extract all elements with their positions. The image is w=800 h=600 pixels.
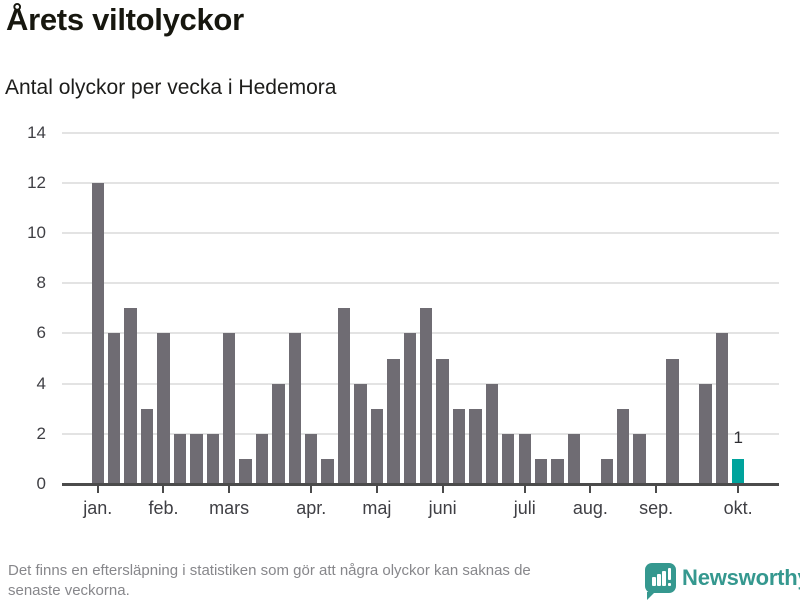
y-axis-tick-label: 4	[36, 373, 46, 393]
bar	[551, 458, 564, 484]
x-axis-tick-label: jan.	[83, 498, 113, 518]
gridline	[62, 181, 779, 184]
logo-bar-medium-icon	[657, 574, 661, 586]
footnote-line-1: Det finns en eftersläpning i statistiken…	[8, 562, 531, 579]
y-axis-tick-label: 12	[27, 172, 46, 192]
x-axis-tick	[441, 486, 444, 493]
logo-bar-tall-icon	[662, 571, 667, 586]
gridline	[62, 282, 779, 285]
bar	[173, 433, 187, 484]
footnote: Det finns en eftersläpning i statistiken…	[8, 561, 531, 600]
y-axis-tick-label: 8	[36, 273, 46, 293]
chart-subtitle: Antal olyckor per vecka i Hedemora	[5, 76, 337, 99]
bar	[157, 333, 170, 484]
x-axis-tick	[310, 486, 313, 493]
x-axis-tick-label: mars	[209, 498, 250, 518]
bar	[140, 408, 154, 484]
x-axis-tick	[737, 486, 740, 493]
y-axis-tick-label: 14	[27, 122, 46, 142]
bar	[124, 308, 137, 484]
bar	[337, 308, 351, 484]
bar	[387, 358, 400, 484]
x-axis-tick	[523, 486, 526, 493]
x-axis-tick-label: aug.	[572, 498, 608, 518]
bar	[502, 433, 515, 484]
y-axis-tick-label: 0	[36, 474, 46, 493]
bar	[469, 408, 482, 484]
bar	[715, 333, 728, 484]
bar	[403, 333, 416, 484]
x-axis-baseline	[62, 483, 779, 486]
bar	[567, 433, 581, 484]
y-axis-tick-label: 2	[36, 423, 46, 443]
bar	[321, 458, 334, 484]
x-axis-tick-label: feb.	[148, 498, 179, 518]
y-axis-tick-label: 6	[36, 323, 46, 343]
logo-speech-tail-icon	[647, 592, 655, 600]
x-axis-tick	[96, 486, 99, 493]
bar	[272, 383, 285, 484]
bar	[255, 433, 269, 484]
x-axis-tick	[655, 486, 658, 493]
bar	[436, 358, 449, 484]
x-axis-tick	[228, 486, 231, 493]
newsworthy-bar-chart-icon	[645, 563, 676, 600]
x-axis-tick-label: maj	[362, 498, 392, 518]
bar-value-label: 1	[733, 427, 743, 447]
bar	[485, 383, 499, 484]
newsworthy-logo-text: Newsworthy	[682, 565, 800, 590]
highlighted-bar	[731, 458, 745, 484]
x-axis-tick-label: sep.	[639, 498, 674, 518]
bar	[617, 408, 630, 484]
chart-title: Årets viltolyckor	[6, 2, 244, 37]
bar	[666, 358, 679, 484]
x-axis-tick	[589, 486, 592, 493]
logo-exclamation-dot-icon	[667, 582, 672, 587]
bar	[600, 458, 613, 484]
bar	[91, 182, 104, 484]
bar	[206, 433, 219, 484]
footnote-line-2: senaste veckorna.	[8, 582, 130, 599]
x-axis-tick-label: apr.	[296, 498, 327, 518]
bar	[239, 458, 252, 484]
bar	[534, 458, 548, 484]
bar	[633, 433, 646, 484]
bar	[288, 333, 302, 484]
gridline	[62, 131, 779, 134]
bar	[354, 383, 367, 484]
bar	[222, 333, 236, 484]
x-axis-tick-label: juli	[513, 498, 536, 518]
bar	[420, 308, 433, 484]
bar	[108, 333, 121, 484]
newsworthy-logo: Newsworthy	[645, 563, 800, 600]
x-axis-tick-label: juni	[428, 498, 457, 518]
logo-bar-small-icon	[652, 577, 656, 586]
x-axis-tick	[162, 486, 165, 493]
bar	[699, 383, 712, 484]
x-axis-tick	[375, 486, 378, 493]
bar	[518, 433, 531, 484]
bar	[452, 408, 466, 484]
logo-exclamation-stem-icon	[667, 568, 672, 580]
x-axis-tick-label: okt.	[723, 498, 753, 518]
bar	[305, 433, 318, 484]
bar	[370, 408, 384, 484]
gridline	[62, 232, 779, 234]
y-axis-tick-label: 10	[27, 223, 46, 242]
bar	[190, 433, 203, 484]
